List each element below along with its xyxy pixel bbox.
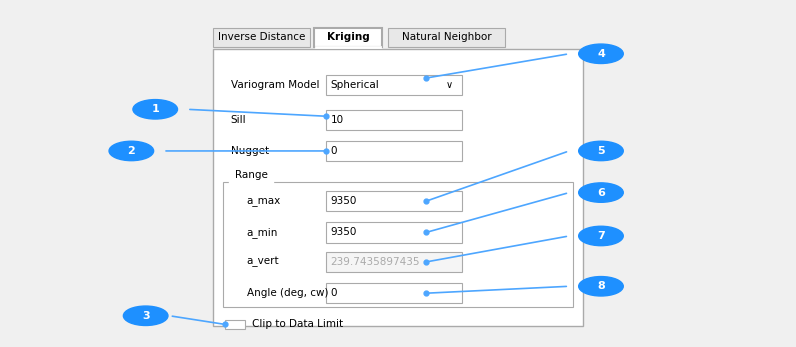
FancyBboxPatch shape	[223, 182, 573, 307]
Text: 2: 2	[127, 146, 135, 156]
Text: Variogram Model: Variogram Model	[231, 80, 319, 90]
Text: Clip to Data Limit: Clip to Data Limit	[252, 320, 342, 329]
Circle shape	[133, 100, 178, 119]
Circle shape	[579, 277, 623, 296]
Text: a_max: a_max	[247, 196, 281, 206]
FancyBboxPatch shape	[213, 49, 583, 326]
Text: Inverse Distance: Inverse Distance	[218, 32, 306, 42]
FancyBboxPatch shape	[326, 252, 462, 272]
FancyBboxPatch shape	[213, 28, 310, 47]
Text: 9350: 9350	[330, 196, 357, 206]
Circle shape	[109, 141, 154, 161]
Circle shape	[579, 44, 623, 64]
Circle shape	[123, 306, 168, 325]
Text: 1: 1	[151, 104, 159, 114]
Text: Kriging: Kriging	[327, 32, 369, 42]
Circle shape	[579, 183, 623, 202]
Text: 9350: 9350	[330, 228, 357, 237]
FancyBboxPatch shape	[326, 141, 462, 161]
Text: 4: 4	[597, 49, 605, 59]
FancyBboxPatch shape	[326, 191, 462, 211]
FancyBboxPatch shape	[326, 283, 462, 303]
Circle shape	[579, 226, 623, 246]
Text: a_vert: a_vert	[247, 257, 279, 267]
Text: 0: 0	[330, 288, 337, 298]
FancyBboxPatch shape	[388, 28, 505, 47]
Text: 7: 7	[597, 231, 605, 241]
Text: Natural Neighbor: Natural Neighbor	[402, 32, 491, 42]
Text: 3: 3	[142, 311, 150, 321]
FancyBboxPatch shape	[225, 320, 245, 329]
Text: 0: 0	[330, 146, 337, 156]
Text: Sill: Sill	[231, 115, 247, 125]
Circle shape	[579, 141, 623, 161]
Text: 8: 8	[597, 281, 605, 291]
FancyBboxPatch shape	[326, 222, 462, 243]
FancyBboxPatch shape	[314, 28, 382, 47]
Text: 6: 6	[597, 188, 605, 197]
Text: 239.7435897435: 239.7435897435	[330, 257, 419, 267]
Text: a_min: a_min	[247, 227, 278, 238]
FancyBboxPatch shape	[326, 75, 462, 95]
Text: Range: Range	[235, 170, 267, 180]
Text: Nugget: Nugget	[231, 146, 269, 156]
Text: ∨: ∨	[447, 80, 453, 90]
Text: Spherical: Spherical	[330, 80, 379, 90]
Text: Angle (deg, cw): Angle (deg, cw)	[247, 288, 328, 298]
Text: 5: 5	[597, 146, 605, 156]
Text: 10: 10	[330, 115, 343, 125]
FancyBboxPatch shape	[326, 110, 462, 130]
